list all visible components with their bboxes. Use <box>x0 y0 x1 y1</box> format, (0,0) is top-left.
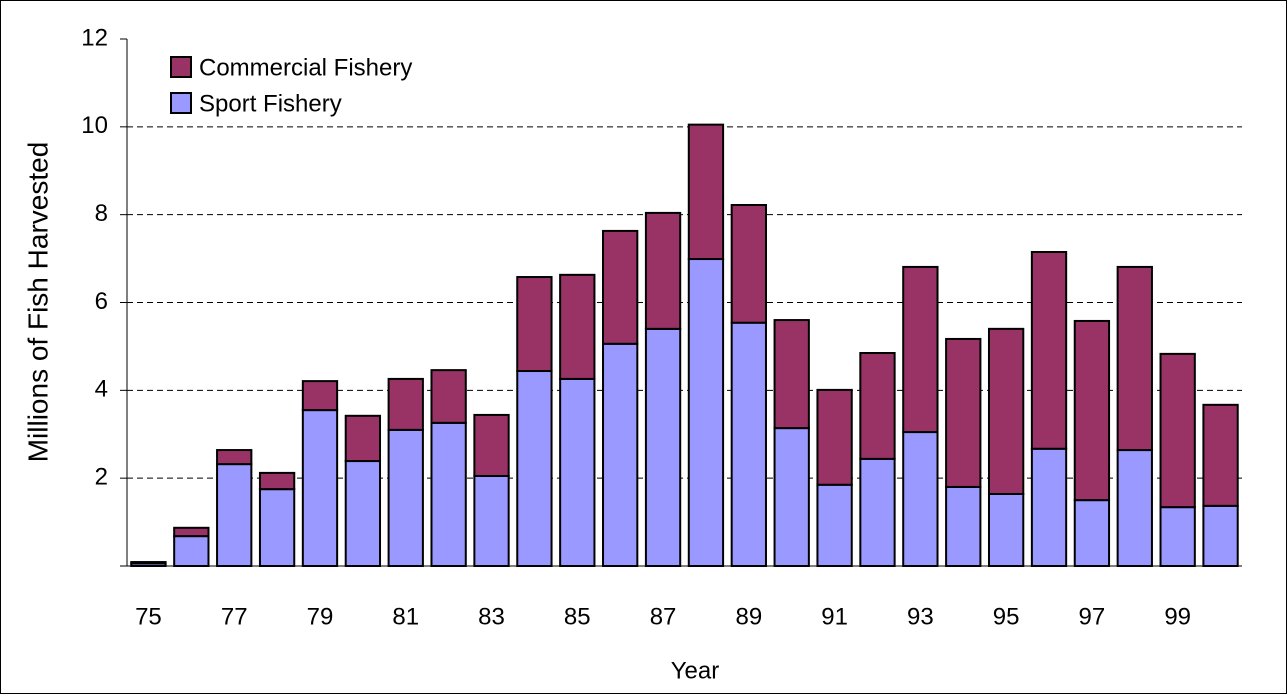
x-tick-label: 97 <box>1079 603 1106 630</box>
x-axis-label: Year <box>671 657 720 684</box>
bar-segment <box>1030 250 1068 450</box>
bar-segment <box>430 421 467 567</box>
legend-swatch <box>170 56 192 78</box>
bar-segment <box>559 273 596 380</box>
y-tick-label: 10 <box>81 112 108 139</box>
bar-segment <box>130 561 167 565</box>
bar-segment <box>258 488 296 568</box>
bar-segment <box>344 460 382 567</box>
y-tick-label: 8 <box>95 200 108 227</box>
bar-segment <box>516 276 553 373</box>
bar-segment <box>301 409 339 567</box>
bar-segment <box>258 471 296 491</box>
bar-segment <box>1159 352 1196 509</box>
x-tick-label: 81 <box>392 603 419 630</box>
bar-segment <box>902 265 939 434</box>
bar-segment <box>730 204 767 324</box>
bar-segment <box>773 319 810 430</box>
bar-segment <box>859 352 896 460</box>
bar-segment <box>816 388 853 486</box>
y-tick-label: 4 <box>95 376 108 403</box>
legend-label: Sport Fishery <box>199 90 342 117</box>
x-tick-label: 79 <box>307 603 334 630</box>
bar-segment <box>1030 447 1068 567</box>
bar-segment <box>644 211 682 330</box>
bar-segment <box>987 492 1025 567</box>
bar-segment <box>173 535 210 567</box>
y-tick-label: 12 <box>81 24 108 51</box>
bar-segment <box>516 370 553 568</box>
bar-segment <box>859 457 896 567</box>
bar-segment <box>173 526 210 538</box>
x-tick-label: 85 <box>564 603 591 630</box>
bar-segment <box>602 342 639 568</box>
bar-segment <box>1202 403 1239 507</box>
bar-segment <box>773 427 810 567</box>
bar-segment <box>473 474 510 567</box>
bar-segment <box>1073 319 1111 502</box>
bar-segment <box>730 321 767 567</box>
x-tick-label: 99 <box>1164 603 1191 630</box>
bar-segment <box>473 413 510 477</box>
bar-segment <box>387 428 424 567</box>
bar-segment <box>1073 499 1111 567</box>
x-tick-label: 83 <box>478 603 505 630</box>
y-tick-label: 2 <box>95 464 108 491</box>
bar-segment <box>430 369 467 424</box>
x-tick-label: 75 <box>135 603 162 630</box>
bar-segment <box>1159 506 1196 568</box>
x-tick-label: 89 <box>735 603 762 630</box>
bar-segment <box>945 485 982 568</box>
legend-label: Commercial Fishery <box>199 54 412 81</box>
bar-segment <box>987 327 1025 495</box>
x-tick-label: 77 <box>221 603 248 630</box>
bar-segment <box>559 377 596 568</box>
bar-segment <box>902 431 939 567</box>
bar-segment <box>1116 449 1153 567</box>
bar-segment <box>644 327 682 567</box>
bar-segment <box>602 229 639 345</box>
y-axis-label: Millions of Fish Harvested <box>22 142 53 463</box>
bar-segment <box>1116 265 1153 452</box>
bar-segment <box>1202 504 1239 567</box>
legend-swatch <box>170 92 192 114</box>
bar-segment <box>816 483 853 568</box>
bar-segment <box>301 380 339 412</box>
bar-segment <box>216 449 253 466</box>
x-tick-label: 93 <box>907 603 934 630</box>
bar-segment <box>945 337 982 488</box>
y-tick-label: 6 <box>95 288 108 315</box>
bar-segment <box>344 414 382 463</box>
bar-segment <box>387 377 424 431</box>
x-tick-label: 95 <box>993 603 1020 630</box>
bar-segment <box>216 463 253 568</box>
bar-segment <box>687 123 725 261</box>
x-tick-label: 87 <box>650 603 677 630</box>
x-tick-label: 91 <box>821 603 848 630</box>
bar-segment <box>687 258 725 567</box>
